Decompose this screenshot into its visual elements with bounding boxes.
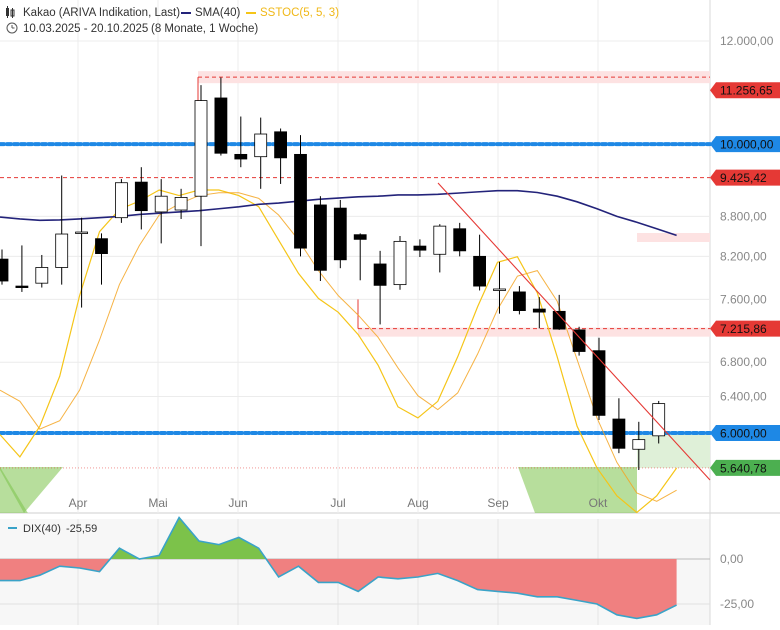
candle-down xyxy=(294,153,307,249)
candle-up xyxy=(393,240,407,286)
legend: Kakao (ARIVA Indikation, Last) SMA(40) S… xyxy=(6,6,339,35)
y-tick-label: 6.800,00 xyxy=(720,355,767,369)
dix-negative-area xyxy=(0,559,677,619)
dix-y-tick-label: 0,00 xyxy=(720,552,744,566)
sma-line xyxy=(0,189,677,237)
x-tick-label: Aug xyxy=(407,496,428,510)
y-tick-label: 8.200,00 xyxy=(720,249,767,263)
y-label-flag-text: 7.215,86 xyxy=(720,322,767,336)
candle-up xyxy=(154,195,168,213)
candle-down xyxy=(313,204,327,271)
candle-down xyxy=(513,291,526,311)
candle-down xyxy=(95,238,108,254)
candle-down xyxy=(15,285,29,288)
price-levels xyxy=(0,76,712,469)
x-tick-label: Okt xyxy=(589,496,608,510)
candle-down xyxy=(572,329,586,352)
y-tick-label: 8.800,00 xyxy=(720,209,767,223)
y-label-flag-bg xyxy=(710,320,780,337)
y-label-flag-bg xyxy=(710,425,780,441)
candle-down xyxy=(333,207,347,261)
y-axis-labels: 12.000,00 11.256,65 10.000,00 9.425,42 8.800… xyxy=(710,34,780,476)
legend-sstoc: SSTOC(5, 5, 3) xyxy=(260,7,339,19)
dix-legend-value: -25,59 xyxy=(66,523,97,535)
candle-down xyxy=(274,131,288,159)
clock-icon xyxy=(6,22,18,34)
candle-up xyxy=(433,225,447,255)
y-label-flag: 10.000,00 xyxy=(710,136,780,153)
candle-chart-icon xyxy=(6,6,15,18)
candle-down xyxy=(532,308,546,313)
x-axis-labels: Apr Mai Jun Jul Aug Sep Okt xyxy=(69,496,608,510)
candle-down xyxy=(413,245,427,251)
sma40-line xyxy=(0,189,677,237)
y-label-flag-text: 10.000,00 xyxy=(720,138,774,152)
y-label-flag-text: 9.425,42 xyxy=(720,171,767,185)
candle-down xyxy=(0,258,9,282)
y-tick-label: 7.600,00 xyxy=(720,292,767,306)
y-label-flag-text: 11.256,65 xyxy=(720,84,773,98)
legend-sma: SMA(40) xyxy=(195,7,241,19)
candle-up xyxy=(75,231,88,234)
candle-down xyxy=(592,350,606,416)
y-label-flag: 9.425,42 xyxy=(710,169,780,186)
dix-legend-label: DIX(40) xyxy=(23,523,61,535)
candle-down xyxy=(612,418,626,449)
y-label-flag: 7.215,86 xyxy=(710,320,780,337)
candle-up xyxy=(115,182,128,219)
grid xyxy=(0,0,710,625)
candle-up xyxy=(254,133,268,158)
candle-up xyxy=(194,100,208,197)
zone-support-6000 xyxy=(637,433,710,468)
y-label-flag-bg xyxy=(710,459,780,476)
candle-down xyxy=(234,153,248,160)
candle-up xyxy=(35,267,49,284)
candle-down xyxy=(373,263,387,286)
y-label-flag-bg xyxy=(710,136,780,153)
candle-up xyxy=(632,439,646,450)
y-label-flag-bg xyxy=(710,82,780,99)
legend-instrument: Kakao (ARIVA Indikation, Last) xyxy=(23,7,180,19)
y-label-flag: 5.640,78 xyxy=(710,459,780,476)
candle-down xyxy=(473,255,487,287)
zone-sma-end xyxy=(637,233,710,242)
x-tick-label: Jun xyxy=(228,496,247,510)
trend-lines xyxy=(437,182,711,481)
candle-down xyxy=(453,228,467,252)
candle-down xyxy=(552,310,566,330)
candles xyxy=(0,77,666,471)
dix-indicator: 0,00 -25,00 xyxy=(0,516,754,620)
candle-up xyxy=(174,197,188,211)
x-tick-label: Jul xyxy=(330,496,345,510)
sstoc-oversold-fill xyxy=(518,467,637,513)
y-label-flag: 11.256,65 xyxy=(710,82,780,99)
candle-up xyxy=(493,288,506,291)
sstoc-oversold-fill xyxy=(0,467,63,513)
y-label-flag-bg xyxy=(710,169,780,186)
y-label-flag-text: 6.000,00 xyxy=(720,427,767,441)
candle-down xyxy=(353,234,367,240)
dix-line xyxy=(0,516,677,620)
y-tick-label: 6.400,00 xyxy=(720,390,767,404)
dix-legend: DIX(40) -25,59 xyxy=(8,523,97,535)
x-tick-label: Mai xyxy=(148,496,167,510)
candle-up xyxy=(55,233,69,268)
legend-date-range: 10.03.2025 - 20.10.2025 xyxy=(23,23,148,35)
downtrend-line xyxy=(437,182,711,481)
sstoc-fill-areas xyxy=(0,467,637,513)
candle-down xyxy=(134,181,148,212)
dix-y-tick-label: -25,00 xyxy=(720,597,754,611)
y-label-flag-text: 5.640,78 xyxy=(720,461,767,475)
legend-span: (8 Monate, 1 Woche) xyxy=(151,23,258,35)
x-tick-label: Sep xyxy=(487,496,509,510)
zone-resistance-7215 xyxy=(358,327,710,337)
y-tick-label: 12.000,00 xyxy=(720,34,774,48)
candle-down xyxy=(214,97,228,154)
y-label-flag: 6.000,00 xyxy=(710,425,780,441)
dix-positive-area xyxy=(0,519,677,559)
x-tick-label: Apr xyxy=(69,496,88,510)
